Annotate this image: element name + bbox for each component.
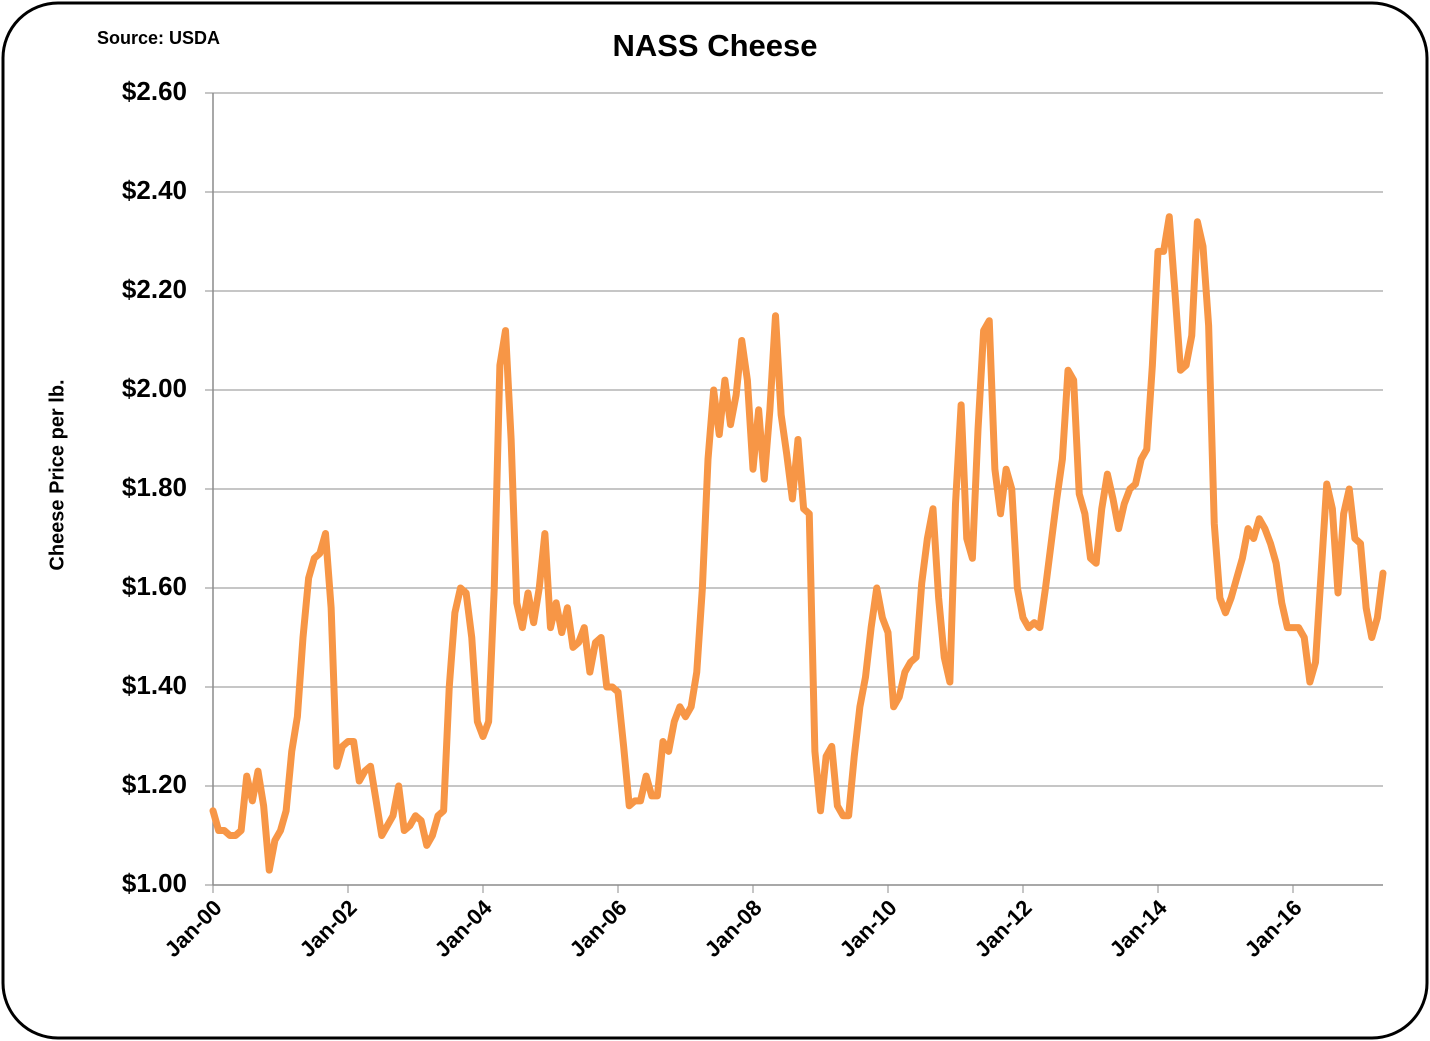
y-tick-label: $1.20 xyxy=(122,769,187,799)
y-tick-label: $1.60 xyxy=(122,571,187,601)
y-axis-label: Cheese Price per lb. xyxy=(46,379,68,570)
y-tick-label: $1.40 xyxy=(122,670,187,700)
source-note: Source: USDA xyxy=(97,28,220,48)
chart-title: NASS Cheese xyxy=(612,28,817,63)
data-line xyxy=(209,213,1387,874)
y-tick-label: $2.00 xyxy=(122,373,187,403)
y-tick-label: $2.60 xyxy=(122,76,187,106)
y-tick-label: $1.80 xyxy=(122,472,187,502)
y-tick-label: $1.00 xyxy=(122,868,187,898)
y-tick-label: $2.20 xyxy=(122,274,187,304)
y-tick-label: $2.40 xyxy=(122,175,187,205)
